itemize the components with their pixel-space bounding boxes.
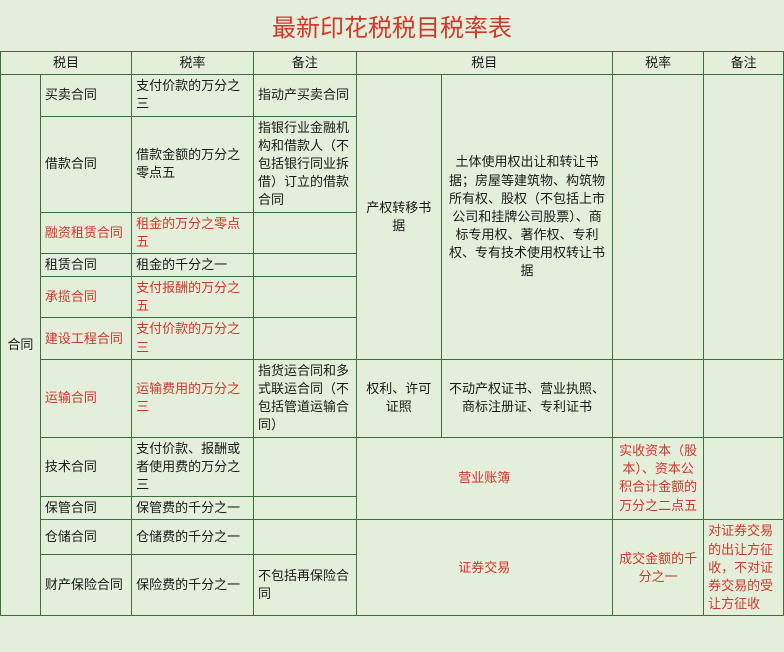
right-note-cell [704,437,784,520]
rate-cell: 支付价款的万分之三 [132,318,254,359]
item-cell: 技术合同 [40,437,131,497]
right-rate-cell [613,359,704,437]
header-item2: 税目 [356,52,612,75]
note-cell [254,318,357,359]
right-item-cell: 证券交易 [356,520,612,616]
note-cell [254,277,357,318]
right-desc-cell: 土体使用权出让和转让书据；房屋等建筑物、构筑物所有权、股权（不包括上市公司和挂牌… [442,75,613,360]
note-cell [254,497,357,520]
item-cell: 保管合同 [40,497,131,520]
page-title: 最新印花税税目税率表 [0,0,784,51]
note-cell: 指动产买卖合同 [254,75,357,116]
right-rate-cell: 实收资本（股本）、资本公积合计金额的万分之二点五 [613,437,704,520]
rate-cell: 借款金额的万分之零点五 [132,116,254,212]
header-rate1: 税率 [132,52,254,75]
tax-table: 税目 税率 备注 税目 税率 备注 合同 买卖合同 支付价款的万分之三 指动产买… [0,51,784,616]
table-row: 合同 买卖合同 支付价款的万分之三 指动产买卖合同 产权转移书据 土体使用权出让… [1,75,784,116]
header-item1: 税目 [1,52,132,75]
note-cell: 指货运合同和多式联运合同（不包括管道运输合同） [254,359,357,437]
rate-cell: 租金的千分之一 [132,253,254,276]
item-cell: 财产保险合同 [40,554,131,615]
header-row: 税目 税率 备注 税目 税率 备注 [1,52,784,75]
header-note1: 备注 [254,52,357,75]
right-item-cell: 营业账簿 [356,437,612,520]
note-cell: 指银行业金融机构和借款人（不包括银行同业拆借）订立的借款合同 [254,116,357,212]
rate-cell: 支付价款、报酬或者使用费的万分之三 [132,437,254,497]
table-row: 运输合同 运输费用的万分之三 指货运合同和多式联运合同（不包括管道运输合同） 权… [1,359,784,437]
right-rate-cell: 成交金额的千分之一 [613,520,704,616]
note-cell [254,212,357,253]
note-cell [254,437,357,497]
rate-cell: 运输费用的万分之三 [132,359,254,437]
item-cell: 租赁合同 [40,253,131,276]
right-desc-cell: 不动产权证书、营业执照、商标注册证、专利证书 [442,359,613,437]
right-item-cell: 产权转移书据 [356,75,441,360]
rate-cell: 仓储费的千分之一 [132,520,254,554]
rate-cell: 保管费的千分之一 [132,497,254,520]
right-note-cell [704,359,784,437]
item-cell: 仓储合同 [40,520,131,554]
right-rate-cell [613,75,704,360]
item-cell: 借款合同 [40,116,131,212]
note-cell [254,253,357,276]
category-cell: 合同 [1,75,41,616]
right-item-cell: 权利、许可证照 [356,359,441,437]
note-cell [254,520,357,554]
right-note-cell: 对证券交易的出让方征收，不对证券交易的受让方征收 [704,520,784,616]
item-cell: 承揽合同 [40,277,131,318]
rate-cell: 支付价款的万分之三 [132,75,254,116]
item-cell: 建设工程合同 [40,318,131,359]
right-note-cell [704,75,784,360]
header-note2: 备注 [704,52,784,75]
header-rate2: 税率 [613,52,704,75]
rate-cell: 支付报酬的万分之五 [132,277,254,318]
item-cell: 买卖合同 [40,75,131,116]
table-row: 仓储合同 仓储费的千分之一 证券交易 成交金额的千分之一 对证券交易的出让方征收… [1,520,784,554]
rate-cell: 保险费的千分之一 [132,554,254,615]
item-cell: 融资租赁合同 [40,212,131,253]
note-cell: 不包括再保险合同 [254,554,357,615]
rate-cell: 租金的万分之零点五 [132,212,254,253]
item-cell: 运输合同 [40,359,131,437]
table-row: 技术合同 支付价款、报酬或者使用费的万分之三 营业账簿 实收资本（股本）、资本公… [1,437,784,497]
